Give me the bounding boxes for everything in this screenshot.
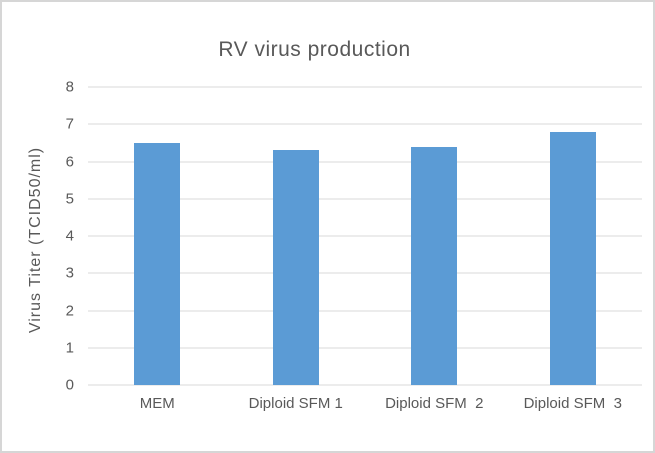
bar-diploid-sfm-3	[549, 131, 596, 385]
gridline	[88, 161, 642, 162]
x-category-label: Diploid SFM 1	[248, 395, 343, 412]
y-tick-label: 4	[65, 227, 74, 245]
bar-slot	[88, 87, 227, 385]
gridline	[88, 347, 642, 349]
gridline	[88, 198, 642, 200]
y-tick-label: 8	[65, 78, 74, 96]
chart-title: RV virus production	[218, 38, 411, 61]
x-category-label: Diploid SFM 2	[385, 395, 484, 412]
y-tick-label: 2	[65, 302, 74, 319]
x-axis-line	[88, 384, 642, 386]
y-tick-label: 7	[65, 115, 74, 133]
bar-diploid-sfm-1	[272, 150, 319, 385]
y-tick-label: 5	[65, 190, 74, 208]
gridline	[88, 86, 642, 88]
plot-area	[88, 86, 642, 386]
bar-mem	[134, 142, 181, 385]
x-category-label: MEM	[139, 395, 175, 412]
x-category-label: Diploid SFM 3	[523, 395, 622, 412]
bar-diploid-sfm-2	[411, 146, 458, 385]
y-tick-label: 0	[65, 376, 74, 394]
gridline	[88, 123, 642, 125]
gridline	[88, 272, 642, 274]
gridline	[88, 235, 642, 237]
x-axis-category-labels: MEM Diploid SFM 1 Diploid SFM 2 Diploid SFM…	[88, 395, 642, 412]
gridline	[88, 310, 642, 311]
y-tick-label: 1	[65, 339, 74, 357]
y-tick-label: 3	[65, 264, 74, 282]
bar-slot	[365, 87, 504, 385]
y-tick-label: 6	[65, 153, 74, 170]
bar-slot	[227, 87, 366, 385]
y-axis-tick-labels: 0 1 2 3 4 5 6 7 8	[2, 79, 74, 394]
bar-slot	[504, 87, 643, 385]
bars-row	[88, 87, 642, 385]
